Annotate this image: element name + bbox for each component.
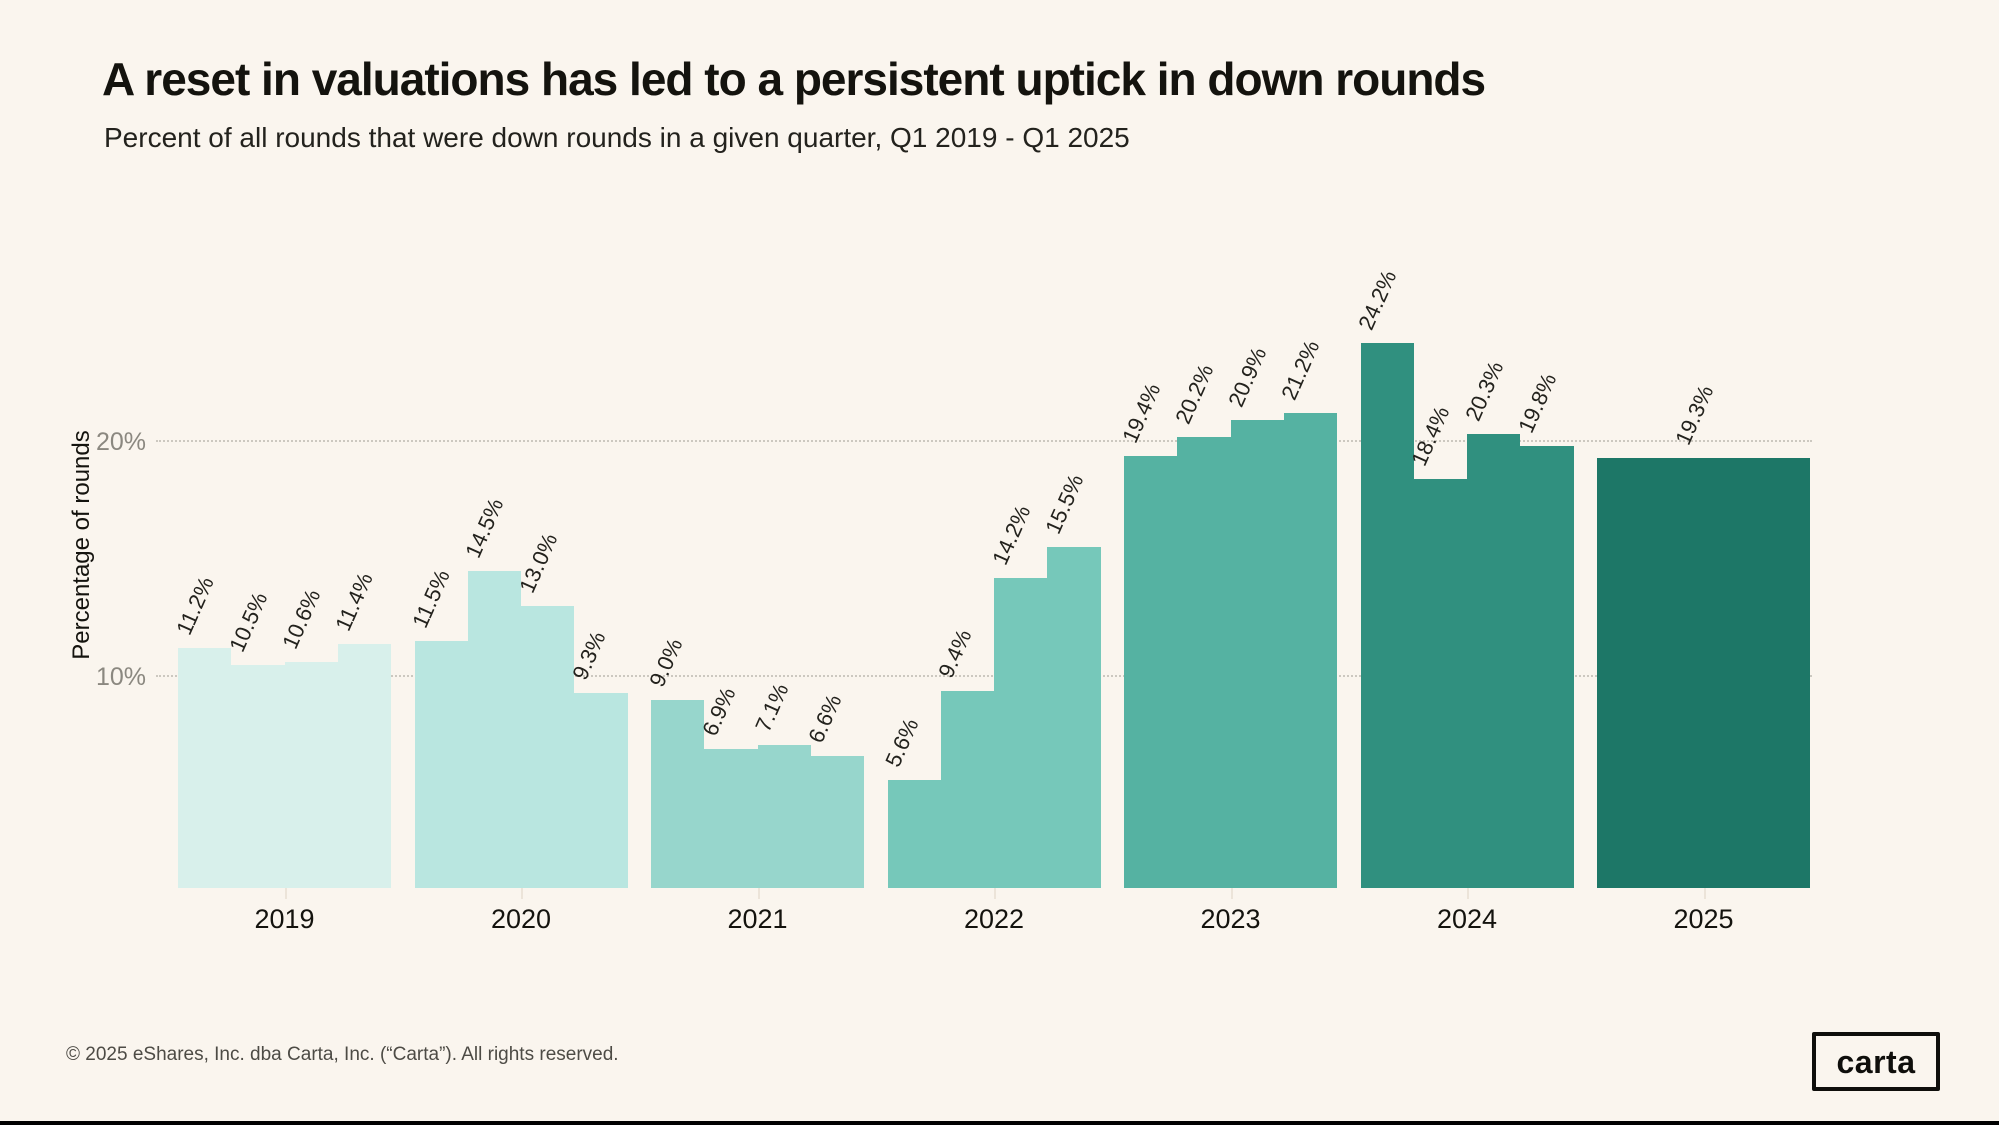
footer-copyright: © 2025 eShares, Inc. dba Carta, Inc. (“C… xyxy=(66,1044,619,1065)
x-axis-label-2019: 2019 xyxy=(254,904,315,934)
bar-value-label: 5.6% xyxy=(880,714,924,771)
y-tick-label-10%: 10% xyxy=(95,662,146,691)
bar-2020-q1: 11.5% xyxy=(407,566,468,888)
bar-value-label: 24.2% xyxy=(1353,266,1402,334)
bar-2023-q3: 20.9% xyxy=(1223,344,1284,888)
bar-value-label: 15.5% xyxy=(1040,470,1089,538)
bar-2022-q4: 15.5% xyxy=(1040,471,1101,888)
x-axis-tick xyxy=(1703,888,1706,899)
bar-group-2023: 19.4% 20.2% 20.9% 21.2% 2023 xyxy=(1117,206,1337,934)
x-axis-label-2025: 2025 xyxy=(1673,904,1734,934)
bar-2021-q4: 6.6% xyxy=(804,691,864,888)
bar-value-label: 18.4% xyxy=(1406,402,1455,470)
bar-value-label: 13.0% xyxy=(513,529,563,597)
bar-2024-q3: 20.3% xyxy=(1460,358,1521,888)
bar-value-label: 6.9% xyxy=(697,683,741,740)
bar-group-2019: 11.2% 10.5% 10.6% 11.4% 2019 xyxy=(171,206,391,934)
bar-group-2025: 19.3% 2025 xyxy=(1597,206,1810,934)
bar-value-label: 20.9% xyxy=(1223,343,1272,411)
bar-2022-q3: 14.2% xyxy=(987,501,1048,888)
x-axis-tick xyxy=(1230,888,1233,899)
x-axis-tick xyxy=(757,888,760,899)
bar-2019-q1: 11.2% xyxy=(171,573,232,888)
bar-2020-q3: 13.0% xyxy=(514,529,575,888)
bar-2024-q4: 19.8% xyxy=(1513,370,1574,888)
x-axis-tick xyxy=(521,888,523,899)
carta-logo-wordmark: carta xyxy=(1836,1043,1916,1080)
bar-2022-q2: 9.4% xyxy=(934,625,994,888)
x-axis-tick xyxy=(994,888,996,899)
gridline-20% xyxy=(156,439,1812,442)
bar-2024-q1: 24.2% xyxy=(1353,266,1414,888)
bar-group-2021: 9.0% 6.9% 7.1% 6.6% 2021 xyxy=(644,206,864,934)
x-axis-label-2022: 2022 xyxy=(963,904,1025,934)
bar-value-label: 14.5% xyxy=(460,494,509,562)
bar-2023-q1: 19.4% xyxy=(1117,379,1178,888)
bar-value-label: 20.2% xyxy=(1170,360,1219,428)
bar-2019-q4: 11.4% xyxy=(331,569,391,888)
bar-value-label: 19.3% xyxy=(1669,381,1718,449)
y-axis-title: Percentage of rounds xyxy=(68,430,95,660)
bar-group-2024: 24.2% 18.4% 20.3% 19.8% 2024 xyxy=(1353,206,1574,934)
bar-value-label: 11.4% xyxy=(330,568,379,635)
bar-2024-q2: 18.4% xyxy=(1407,403,1467,888)
x-axis-tick xyxy=(1467,888,1469,899)
bar-value-label: 6.6% xyxy=(803,691,847,747)
bar-2020-q2: 14.5% xyxy=(461,494,521,888)
bar-2020-q4: 9.3% xyxy=(567,628,628,888)
x-axis-tick xyxy=(284,888,287,899)
bar-value-label: 21.2% xyxy=(1276,336,1325,404)
bar-2021-q2: 6.9% xyxy=(697,684,758,888)
bar-2023-q4: 21.2% xyxy=(1277,337,1337,888)
bar-value-label: 14.2% xyxy=(986,501,1036,569)
plot-area: 11.2% 10.5% 10.6% 11.4% 2019 11.5% 14.5% 13.0% 9… xyxy=(171,206,1810,934)
bar-value-label: 9.4% xyxy=(933,625,977,682)
bar-value-label: 19.4% xyxy=(1116,379,1166,447)
bar-group-2022: 5.6% 9.4% 14.2% 15.5% 2022 xyxy=(880,206,1101,934)
bar-value-label: 7.1% xyxy=(750,679,794,736)
carta-logo: carta xyxy=(1812,1032,1940,1091)
bar-value-label: 9.0% xyxy=(643,634,688,691)
bar-group-2020: 11.5% 14.5% 13.0% 9.3% 2020 xyxy=(407,206,628,934)
chart-subtitle: Percent of all rounds that were down rou… xyxy=(104,122,1130,153)
x-axis-label-2020: 2020 xyxy=(490,904,552,934)
bar-2019-q2: 10.5% xyxy=(224,588,285,888)
bar-value-label: 20.3% xyxy=(1459,357,1509,425)
bar-value-label: 10.5% xyxy=(224,588,273,656)
bar-2019-q3: 10.6% xyxy=(277,586,338,888)
bar-value-label: 11.5% xyxy=(407,566,455,632)
gridline-10% xyxy=(156,674,1812,677)
bar-value-label: 10.6% xyxy=(277,585,326,653)
gridline-layer xyxy=(156,206,1812,888)
bar-2021-q3: 7.1% xyxy=(750,679,811,888)
bar-2023-q2: 20.2% xyxy=(1170,360,1231,888)
x-axis-label-2024: 2024 xyxy=(1436,904,1498,934)
bar-value-label: 11.2% xyxy=(170,573,219,639)
bar-value-label: 19.8% xyxy=(1513,369,1562,437)
bar-2021-q1: 9.0% xyxy=(644,635,705,888)
chart-title: A reset in valuations has led to a persi… xyxy=(102,53,1486,105)
bar-2022-q1: 5.6% xyxy=(880,715,941,888)
y-tick-label-20%: 20% xyxy=(95,427,146,456)
bar-2025-q1: 19.3% xyxy=(1597,381,1810,888)
bottom-edge-bar xyxy=(0,1121,1999,1125)
x-axis-label-2023: 2023 xyxy=(1200,904,1261,934)
x-axis-label-2021: 2021 xyxy=(727,904,788,934)
